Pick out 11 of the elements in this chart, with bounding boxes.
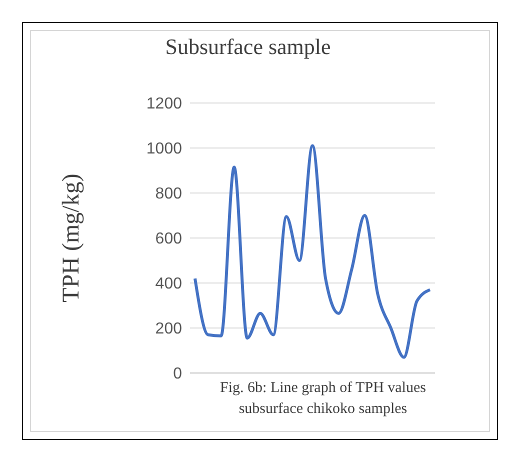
y-axis-title: TPH (mg/kg) <box>58 174 85 302</box>
y-tick-label: 1200 <box>146 96 182 113</box>
y-tick-label: 600 <box>155 230 182 248</box>
caption: Fig. 6b: Line graph of TPH values subsurface chikoko samples <box>219 379 427 419</box>
y-tick-label: 800 <box>155 186 182 203</box>
line-series <box>194 144 432 359</box>
chart-title: Subsurface sample <box>164 34 332 60</box>
y-tick-label: 0 <box>173 366 182 383</box>
y-tick-label: 1000 <box>146 140 182 158</box>
y-tick-label: 400 <box>155 276 182 293</box>
y-tick-label: 200 <box>155 320 182 338</box>
